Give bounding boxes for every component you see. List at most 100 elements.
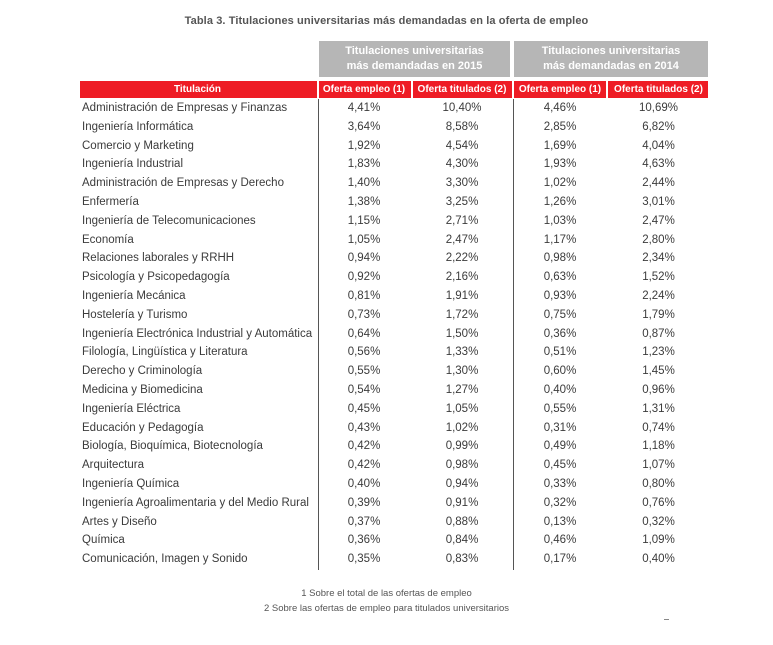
cell-oferta-empleo-2014: 0,33% (543, 477, 577, 490)
cell-oferta-titulados-2014: 2,34% (642, 252, 675, 265)
footnote-1: 1 Sobre el total de las ofertas de emple… (301, 588, 472, 599)
cell-oferta-empleo-2015: 1,05% (347, 233, 381, 246)
table-row: Arquitectura 0,42% 0,98% 0,45% 1,07% (80, 456, 708, 475)
table-row: Ingeniería Mecánica 0,81% 1,91% 0,93% 2,24% (80, 287, 708, 306)
cell-oferta-empleo-2015: 0,56% (347, 346, 381, 359)
cell-oferta-titulados-2015: 1,72% (445, 308, 479, 321)
cell-titulacion: Ingeniería de Telecomunicaciones (82, 214, 256, 227)
cell-oferta-titulados-2015: 0,91% (445, 496, 479, 509)
cell-oferta-empleo-2015: 3,64% (347, 120, 381, 133)
cell-oferta-empleo-2014: 0,51% (543, 346, 577, 359)
cell-oferta-empleo-2014: 0,36% (543, 327, 577, 340)
header-separator (411, 81, 413, 98)
cell-oferta-empleo-2014: 0,49% (543, 440, 577, 453)
column-header-row: Titulación Oferta empleo (1) Oferta titu… (80, 81, 708, 98)
cell-titulacion: Hostelería y Turismo (82, 308, 188, 321)
cell-oferta-titulados-2015: 0,94% (445, 477, 479, 490)
table-caption: Tabla 3. Titulaciones universitarias más… (184, 15, 589, 27)
cell-oferta-titulados-2014: 1,52% (642, 271, 675, 284)
table-row: Ingeniería Electrónica Industrial y Auto… (80, 325, 708, 344)
cell-oferta-empleo-2015: 0,36% (347, 534, 381, 547)
cell-titulacion: Educación y Pedagogía (82, 421, 204, 434)
cell-oferta-titulados-2015: 0,99% (445, 440, 479, 453)
group-header-2014-line1: Titulaciones universitarias (541, 45, 681, 57)
cell-oferta-titulados-2014: 4,04% (642, 139, 675, 152)
table-row: Medicina y Biomedicina 0,54% 1,27% 0,40% 0,9… (80, 381, 708, 400)
cell-oferta-titulados-2015: 0,88% (445, 515, 479, 528)
cell-oferta-titulados-2014: 1,79% (642, 308, 675, 321)
table-row: Ingeniería Informática 3,64% 8,58% 2,85% 6,8… (80, 118, 708, 137)
cell-titulacion: Ingeniería Electrónica Industrial y Auto… (82, 327, 313, 340)
cell-oferta-titulados-2015: 2,47% (445, 233, 479, 246)
cell-titulacion: Medicina y Biomedicina (82, 383, 203, 396)
table-row: Ingeniería Química 0,40% 0,94% 0,33% 0,80% (80, 475, 708, 494)
footnotes: 1 Sobre el total de las ofertas de emple… (0, 586, 773, 616)
cell-titulacion: Ingeniería Eléctrica (82, 402, 181, 415)
cell-oferta-titulados-2014: 0,80% (642, 477, 675, 490)
group-header-2014: Titulaciones universitarias más demandad… (514, 41, 708, 77)
cell-oferta-empleo-2014: 4,46% (543, 102, 577, 114)
header-oferta-empleo-2014: Oferta empleo (1) (518, 84, 602, 95)
table-row: Filología, Lingüística y Literatura 0,56%… (80, 343, 708, 362)
cell-titulacion: Administración de Empresas y Finanzas (82, 102, 288, 114)
cell-oferta-empleo-2015: 0,42% (347, 459, 381, 472)
group-header-2015: Titulaciones universitarias más demandad… (319, 41, 510, 77)
cell-titulacion: Psicología y Psicopedagogía (82, 271, 230, 284)
cell-oferta-empleo-2015: 0,40% (347, 477, 381, 490)
cell-titulacion: Ingeniería Mecánica (82, 289, 186, 302)
cell-oferta-titulados-2015: 0,84% (445, 534, 479, 547)
cell-oferta-titulados-2015: 8,58% (445, 120, 479, 133)
cell-oferta-titulados-2014: 1,23% (642, 346, 675, 359)
cell-oferta-titulados-2015: 2,16% (445, 271, 479, 284)
cell-oferta-titulados-2015: 2,71% (445, 214, 479, 227)
cell-oferta-empleo-2015: 0,92% (347, 271, 381, 284)
cell-titulacion: Química (82, 534, 125, 547)
header-oferta-titulados-2014: Oferta titulados (2) (614, 84, 703, 95)
cell-oferta-empleo-2014: 0,31% (543, 421, 577, 434)
cell-titulacion: Filología, Lingüística y Literatura (82, 346, 248, 359)
cell-titulacion: Ingeniería Industrial (82, 158, 184, 171)
table-row: Psicología y Psicopedagogía 0,92% 2,16% 0,6… (80, 268, 708, 287)
cell-oferta-titulados-2014: 0,40% (642, 553, 675, 566)
cell-oferta-empleo-2015: 0,42% (347, 440, 381, 453)
cell-oferta-empleo-2014: 0,93% (543, 289, 577, 302)
table-row: Enfermería 1,38% 3,25% 1,26% 3,01% (80, 193, 708, 212)
cell-oferta-empleo-2015: 0,64% (347, 327, 381, 340)
table-row: Administración de Empresas y Finanzas 4,4… (80, 99, 708, 118)
cell-oferta-empleo-2014: 0,17% (543, 553, 577, 566)
cell-oferta-titulados-2014: 1,09% (642, 534, 675, 547)
cell-oferta-empleo-2014: 1,03% (543, 214, 577, 227)
table-row: Química 0,36% 0,84% 0,46% 1,09% (80, 531, 708, 550)
cell-titulacion: Ingeniería Química (82, 477, 180, 490)
cell-oferta-empleo-2015: 0,94% (347, 252, 381, 265)
table-row: Economía 1,05% 2,47% 1,17% 2,80% (80, 231, 708, 250)
cell-oferta-empleo-2014: 0,55% (543, 402, 577, 415)
cell-oferta-titulados-2014: 1,45% (642, 365, 675, 378)
cell-oferta-empleo-2015: 0,37% (347, 515, 381, 528)
table-row: Ingeniería de Telecomunicaciones 1,15% 2,7… (80, 212, 708, 231)
header-separator (606, 81, 608, 98)
cell-oferta-empleo-2015: 0,73% (347, 308, 381, 321)
cell-oferta-titulados-2014: 1,31% (642, 402, 675, 415)
cell-oferta-titulados-2015: 1,02% (445, 421, 479, 434)
cell-oferta-titulados-2015: 1,05% (445, 402, 479, 415)
header-oferta-titulados-2015: Oferta titulados (2) (417, 84, 507, 95)
cell-oferta-titulados-2014: 4,63% (642, 158, 675, 171)
cell-oferta-empleo-2014: 0,60% (543, 365, 577, 378)
cell-oferta-empleo-2014: 0,98% (543, 252, 577, 265)
table-body: Administración de Empresas y Finanzas 4,4… (80, 99, 708, 569)
cell-titulacion: Comunicación, Imagen y Sonido (82, 553, 248, 566)
cell-oferta-titulados-2014: 6,82% (642, 120, 675, 133)
table-row: Comunicación, Imagen y Sonido 0,35% 0,83% 0… (80, 550, 708, 569)
cell-oferta-empleo-2014: 2,85% (543, 120, 577, 133)
header-titulacion: Titulación (173, 84, 222, 95)
table-row: Ingeniería Industrial 1,83% 4,30% 1,93% 4,63… (80, 155, 708, 174)
cell-oferta-empleo-2015: 1,40% (347, 177, 381, 190)
cell-oferta-empleo-2014: 0,46% (543, 534, 577, 547)
table-row: Relaciones laborales y RRHH 0,94% 2,22% 0,9… (80, 249, 708, 268)
cell-oferta-empleo-2014: 1,17% (543, 233, 577, 246)
cell-oferta-empleo-2015: 0,45% (347, 402, 381, 415)
cell-titulacion: Ingeniería Agroalimentaria y del Medio R… (82, 496, 309, 509)
table-row: Ingeniería Agroalimentaria y del Medio R… (80, 494, 708, 513)
cell-oferta-titulados-2015: 4,54% (445, 139, 479, 152)
